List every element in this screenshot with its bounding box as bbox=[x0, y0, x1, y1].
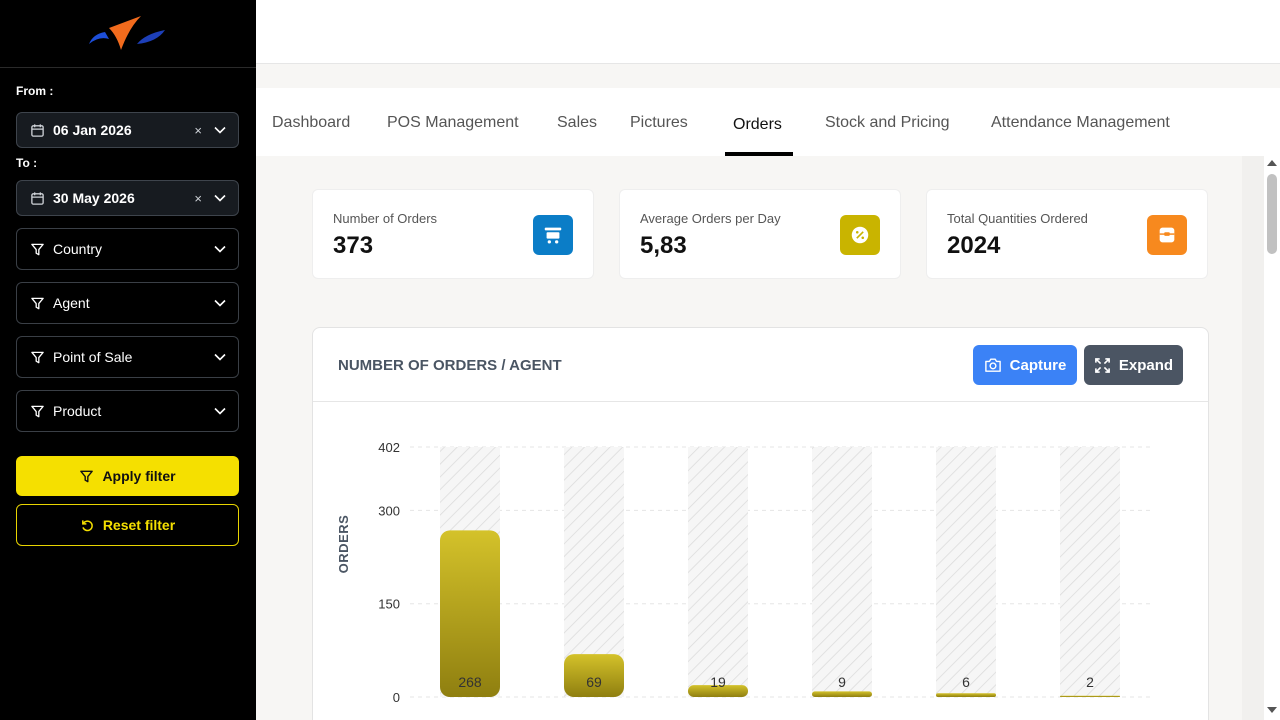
filter-icon bbox=[29, 403, 45, 419]
active-tab-indicator bbox=[725, 152, 793, 156]
reset-icon bbox=[81, 519, 93, 531]
percent-icon bbox=[840, 215, 880, 255]
scroll-down-arrow-icon[interactable] bbox=[1267, 707, 1277, 713]
tab-sales[interactable]: Sales bbox=[557, 114, 598, 131]
scrollbar[interactable] bbox=[1264, 156, 1280, 720]
bar-background bbox=[1060, 447, 1120, 697]
bar-background bbox=[936, 447, 996, 697]
card-title: NUMBER OF ORDERS / AGENT bbox=[338, 357, 562, 374]
expand-button[interactable]: Expand bbox=[1084, 345, 1183, 385]
kpi-value: 373 bbox=[333, 232, 374, 259]
tab-dashboard[interactable]: Dashboard bbox=[272, 114, 351, 131]
card-header: NUMBER OF ORDERS / AGENT Capture Expand bbox=[313, 328, 1208, 402]
apply-filter-button[interactable]: Apply filter bbox=[16, 456, 239, 496]
kpi-value: 2024 bbox=[947, 232, 1001, 259]
from-date-value: 06 Jan 2026 bbox=[53, 122, 132, 138]
to-date-picker[interactable]: 30 May 2026 × bbox=[16, 180, 239, 216]
bar[interactable] bbox=[812, 691, 872, 697]
y-tick-label: 150 bbox=[378, 597, 400, 612]
bar-value-label: 268 bbox=[458, 674, 482, 690]
expand-icon bbox=[1094, 357, 1110, 373]
tab-orders[interactable]: Orders bbox=[733, 116, 782, 133]
bars: 268 69 19 9 6 2 bbox=[440, 447, 1120, 697]
bar-background bbox=[812, 447, 872, 697]
tab-stock-and-pricing[interactable]: Stock and Pricing bbox=[825, 114, 950, 131]
y-axis-ticks: 0 150 300 402 bbox=[378, 440, 400, 705]
bar-value-label: 2 bbox=[1086, 674, 1094, 690]
chevron-down-icon[interactable] bbox=[214, 124, 226, 136]
chevron-down-icon bbox=[214, 405, 226, 417]
grid-lines bbox=[410, 446, 1150, 698]
to-date-value: 30 May 2026 bbox=[53, 190, 135, 206]
content-edge bbox=[1242, 156, 1264, 720]
kpi-label: Average Orders per Day bbox=[640, 211, 781, 226]
kpi-value: 5,83 bbox=[640, 232, 687, 259]
y-tick-label: 402 bbox=[378, 440, 400, 455]
calendar-icon bbox=[29, 122, 45, 138]
point-of-sale-filter[interactable]: Point of Sale bbox=[16, 336, 239, 378]
country-filter-label: Country bbox=[53, 241, 103, 257]
capture-label: Capture bbox=[1009, 356, 1067, 374]
tab-pos-management[interactable]: POS Management bbox=[387, 114, 519, 131]
y-tick-label: 0 bbox=[393, 690, 400, 705]
bar-value-label: 9 bbox=[838, 674, 846, 690]
calendar-icon bbox=[29, 190, 45, 206]
filter-icon bbox=[29, 295, 45, 311]
bar-value-label: 69 bbox=[586, 674, 602, 690]
brand-logo bbox=[89, 16, 165, 50]
bar-background bbox=[688, 447, 748, 697]
tab-attendance-management[interactable]: Attendance Management bbox=[991, 114, 1170, 131]
clear-icon[interactable]: × bbox=[194, 190, 202, 206]
scroll-up-arrow-icon[interactable] bbox=[1267, 160, 1277, 166]
bar[interactable] bbox=[1060, 695, 1120, 697]
kpi-label: Number of Orders bbox=[333, 211, 438, 226]
tab-pictures[interactable]: Pictures bbox=[630, 114, 688, 131]
y-tick-label: 300 bbox=[378, 503, 400, 518]
product-filter[interactable]: Product bbox=[16, 390, 239, 432]
point-of-sale-filter-label: Point of Sale bbox=[53, 349, 133, 365]
kpi-card-average: Average Orders per Day 5,83 bbox=[619, 189, 901, 279]
agent-filter-label: Agent bbox=[53, 295, 90, 311]
scrollbar-thumb[interactable] bbox=[1267, 174, 1277, 254]
filter-icon bbox=[29, 241, 45, 257]
agent-filter[interactable]: Agent bbox=[16, 282, 239, 324]
from-label: From : bbox=[16, 84, 54, 98]
bar[interactable] bbox=[688, 685, 748, 697]
box-icon bbox=[1147, 215, 1187, 255]
chevron-down-icon bbox=[214, 243, 226, 255]
clear-icon[interactable]: × bbox=[194, 122, 202, 138]
sidebar: From : 06 Jan 2026 × To : 30 May 2026 × … bbox=[0, 0, 256, 720]
nav-tabs: Dashboard POS Management Sales Pictures … bbox=[256, 88, 1280, 156]
apply-filter-label: Apply filter bbox=[102, 468, 176, 484]
bar[interactable] bbox=[440, 530, 500, 697]
bar[interactable] bbox=[564, 654, 624, 697]
chevron-down-icon bbox=[214, 297, 226, 309]
to-label: To : bbox=[16, 156, 38, 170]
kpi-label: Total Quantities Ordered bbox=[947, 211, 1088, 226]
bar-value-label: 6 bbox=[962, 674, 970, 690]
sidebar-divider bbox=[0, 67, 256, 68]
country-filter[interactable]: Country bbox=[16, 228, 239, 270]
bar[interactable] bbox=[936, 693, 996, 697]
y-axis-label: ORDERS bbox=[336, 515, 351, 574]
bar-value-label: 19 bbox=[710, 674, 726, 690]
camera-icon bbox=[984, 358, 1001, 372]
chevron-down-icon[interactable] bbox=[214, 192, 226, 204]
kpi-card-orders: Number of Orders 373 bbox=[312, 189, 594, 279]
filter-icon bbox=[80, 470, 94, 482]
product-filter-label: Product bbox=[53, 403, 102, 419]
kpi-card-quantities: Total Quantities Ordered 2024 bbox=[926, 189, 1208, 279]
reset-filter-button[interactable]: Reset filter bbox=[16, 504, 239, 546]
top-bar bbox=[256, 0, 1280, 64]
capture-button[interactable]: Capture bbox=[973, 345, 1077, 385]
chevron-down-icon bbox=[214, 351, 226, 363]
cart-icon bbox=[533, 215, 573, 255]
from-date-picker[interactable]: 06 Jan 2026 × bbox=[16, 112, 239, 148]
expand-label: Expand bbox=[1118, 356, 1174, 374]
reset-filter-label: Reset filter bbox=[102, 517, 176, 533]
filter-icon bbox=[29, 349, 45, 365]
